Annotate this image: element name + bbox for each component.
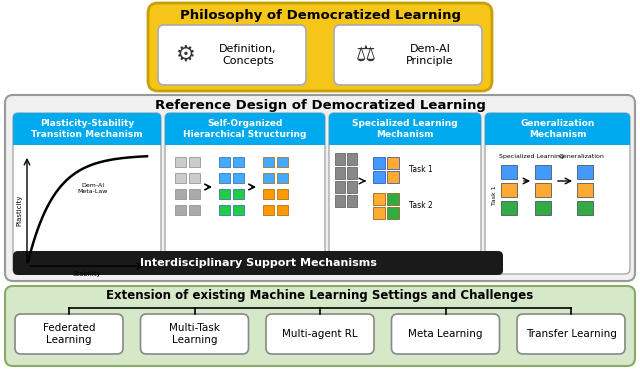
Bar: [219, 205, 230, 215]
Text: ⚙: ⚙: [176, 45, 196, 65]
Bar: [189, 189, 200, 199]
FancyBboxPatch shape: [5, 286, 635, 366]
Bar: [277, 157, 288, 167]
Bar: [189, 157, 200, 167]
FancyBboxPatch shape: [158, 25, 306, 85]
Text: Plasticity: Plasticity: [16, 195, 22, 226]
Bar: [347, 195, 357, 207]
Bar: [233, 205, 244, 215]
FancyBboxPatch shape: [485, 113, 630, 274]
FancyBboxPatch shape: [266, 314, 374, 354]
Bar: [329, 137, 481, 145]
Bar: [233, 189, 244, 199]
Bar: [189, 205, 200, 215]
Bar: [263, 173, 274, 183]
Bar: [387, 193, 399, 205]
Bar: [373, 193, 385, 205]
Text: Definition,
Concepts: Definition, Concepts: [219, 44, 277, 66]
FancyBboxPatch shape: [334, 25, 482, 85]
Bar: [263, 205, 274, 215]
Text: Extension of existing Machine Learning Settings and Challenges: Extension of existing Machine Learning S…: [106, 290, 534, 303]
Bar: [219, 173, 230, 183]
Bar: [373, 157, 385, 169]
Bar: [233, 173, 244, 183]
FancyBboxPatch shape: [13, 113, 161, 145]
Bar: [535, 165, 551, 179]
Text: Task 1: Task 1: [409, 165, 433, 173]
Text: Generalization: Generalization: [559, 154, 605, 159]
Bar: [387, 207, 399, 219]
Bar: [189, 173, 200, 183]
Text: Self-Organized
Hierarchical Structuring: Self-Organized Hierarchical Structuring: [183, 119, 307, 139]
Bar: [373, 171, 385, 183]
FancyBboxPatch shape: [148, 3, 492, 91]
Bar: [347, 153, 357, 165]
Bar: [175, 157, 186, 167]
Bar: [277, 189, 288, 199]
Bar: [263, 189, 274, 199]
FancyBboxPatch shape: [329, 113, 481, 145]
Bar: [501, 165, 517, 179]
FancyBboxPatch shape: [15, 314, 123, 354]
Bar: [535, 183, 551, 197]
FancyBboxPatch shape: [329, 113, 481, 274]
Bar: [335, 167, 345, 179]
FancyBboxPatch shape: [13, 251, 503, 275]
Bar: [577, 183, 593, 197]
Text: Transfer Learning: Transfer Learning: [525, 329, 616, 339]
FancyBboxPatch shape: [141, 314, 248, 354]
Text: Multi-agent RL: Multi-agent RL: [282, 329, 358, 339]
Bar: [373, 207, 385, 219]
Bar: [335, 181, 345, 193]
Text: Federated
Learning: Federated Learning: [43, 323, 95, 345]
Bar: [175, 205, 186, 215]
Bar: [501, 183, 517, 197]
Text: Generalization
Mechanism: Generalization Mechanism: [520, 119, 595, 139]
FancyBboxPatch shape: [165, 113, 325, 145]
Bar: [13, 137, 161, 145]
FancyBboxPatch shape: [517, 314, 625, 354]
Text: Meta Learning: Meta Learning: [408, 329, 483, 339]
Text: Plasticity-Stability
Transition Mechanism: Plasticity-Stability Transition Mechanis…: [31, 119, 143, 139]
Text: Task 2: Task 2: [409, 200, 433, 210]
Bar: [165, 137, 325, 145]
Bar: [347, 167, 357, 179]
Text: ⚖: ⚖: [356, 45, 376, 65]
Bar: [233, 157, 244, 167]
Bar: [577, 165, 593, 179]
Text: Multi-Task
Learning: Multi-Task Learning: [169, 323, 220, 345]
Bar: [219, 189, 230, 199]
Bar: [577, 201, 593, 215]
Bar: [387, 171, 399, 183]
Bar: [277, 205, 288, 215]
Text: Specialized Learning
Mechanism: Specialized Learning Mechanism: [352, 119, 458, 139]
FancyBboxPatch shape: [5, 95, 635, 281]
Bar: [485, 137, 630, 145]
Bar: [175, 173, 186, 183]
Bar: [277, 173, 288, 183]
Bar: [219, 157, 230, 167]
Text: Reference Design of Democratized Learning: Reference Design of Democratized Learnin…: [155, 100, 485, 113]
Text: Stability: Stability: [73, 271, 101, 277]
Text: Dem-AI
Meta-Law: Dem-AI Meta-Law: [78, 183, 108, 194]
Text: Specialized Learning: Specialized Learning: [499, 154, 564, 159]
FancyBboxPatch shape: [392, 314, 499, 354]
Bar: [335, 195, 345, 207]
Bar: [535, 201, 551, 215]
Text: Interdisciplinary Support Mechanisms: Interdisciplinary Support Mechanisms: [140, 258, 376, 268]
Bar: [501, 201, 517, 215]
FancyBboxPatch shape: [13, 113, 161, 274]
Bar: [175, 189, 186, 199]
Text: Philosophy of Democratized Learning: Philosophy of Democratized Learning: [179, 10, 461, 23]
FancyBboxPatch shape: [165, 113, 325, 274]
FancyBboxPatch shape: [485, 113, 630, 145]
Bar: [263, 157, 274, 167]
Text: Dem-AI
Principle: Dem-AI Principle: [406, 44, 454, 66]
Bar: [387, 157, 399, 169]
Bar: [347, 181, 357, 193]
Text: Task 1: Task 1: [492, 185, 497, 205]
Bar: [335, 153, 345, 165]
